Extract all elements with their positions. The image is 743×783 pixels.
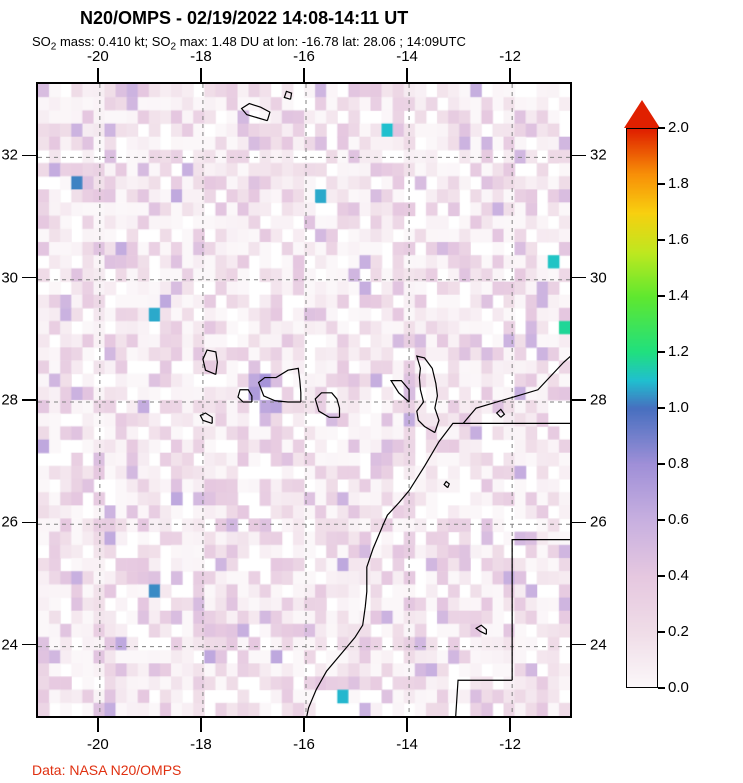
axis-tick xyxy=(22,522,36,524)
axis-tick xyxy=(97,68,99,82)
colorbar-tick xyxy=(658,183,665,185)
axis-label: -16 xyxy=(293,48,315,65)
colorbar-label: 0.8 xyxy=(668,455,689,472)
heatmap-canvas xyxy=(38,84,570,716)
colorbar-label: 1.8 xyxy=(668,175,689,192)
axis-label: 28 xyxy=(1,392,18,409)
colorbar-label: 0.0 xyxy=(668,679,689,696)
colorbar-label: 0.6 xyxy=(668,511,689,528)
axis-tick xyxy=(303,718,305,732)
axis-label: -14 xyxy=(396,48,418,65)
axis-label: -20 xyxy=(87,48,109,65)
axis-tick xyxy=(509,718,511,732)
colorbar-tick xyxy=(658,519,665,521)
colorbar-tick xyxy=(658,239,665,241)
colorbar-tick xyxy=(658,127,665,129)
colorbar-label: 1.0 xyxy=(668,399,689,416)
axis-label: -18 xyxy=(190,736,212,753)
axis-tick xyxy=(22,644,36,646)
axis-label: -14 xyxy=(396,736,418,753)
data-credit: Data: NASA N20/OMPS xyxy=(32,762,181,778)
colorbar-tick xyxy=(658,295,665,297)
colorbar-tick xyxy=(658,463,665,465)
axis-tick xyxy=(200,718,202,732)
axis-tick xyxy=(406,718,408,732)
colorbar-label: 1.2 xyxy=(668,343,689,360)
colorbar xyxy=(626,128,658,688)
axis-tick xyxy=(509,68,511,82)
colorbar-max-triangle xyxy=(624,100,660,128)
colorbar-label: 2.0 xyxy=(668,119,689,136)
colorbar-label: 1.4 xyxy=(668,287,689,304)
axis-label: 30 xyxy=(1,269,18,286)
axis-tick xyxy=(572,522,586,524)
axis-label: 24 xyxy=(590,636,607,653)
axis-tick xyxy=(22,399,36,401)
axis-label: 30 xyxy=(590,269,607,286)
axis-label: -12 xyxy=(499,48,521,65)
map-plot-area xyxy=(36,82,572,718)
axis-tick xyxy=(572,277,586,279)
axis-label: 26 xyxy=(590,514,607,531)
axis-label: -16 xyxy=(293,736,315,753)
axis-tick xyxy=(572,155,586,157)
axis-label: -20 xyxy=(87,736,109,753)
axis-label: 28 xyxy=(590,392,607,409)
colorbar-label: 0.4 xyxy=(668,567,689,584)
colorbar-label: 1.6 xyxy=(668,231,689,248)
axis-label: 32 xyxy=(590,147,607,164)
axis-tick xyxy=(572,399,586,401)
colorbar-tick xyxy=(658,407,665,409)
axis-tick xyxy=(303,68,305,82)
axis-label: -12 xyxy=(499,736,521,753)
axis-label: 26 xyxy=(1,514,18,531)
axis-tick xyxy=(22,155,36,157)
colorbar-tick xyxy=(658,575,665,577)
axis-label: 24 xyxy=(1,636,18,653)
colorbar-label: 0.2 xyxy=(668,623,689,640)
axis-tick xyxy=(97,718,99,732)
chart-title: N20/OMPS - 02/19/2022 14:08-14:11 UT xyxy=(80,8,408,29)
colorbar-tick xyxy=(658,687,665,689)
axis-tick xyxy=(406,68,408,82)
colorbar-gradient xyxy=(626,128,658,688)
axis-tick xyxy=(22,277,36,279)
axis-tick xyxy=(572,644,586,646)
axis-label: 32 xyxy=(1,147,18,164)
colorbar-tick xyxy=(658,631,665,633)
axis-label: -18 xyxy=(190,48,212,65)
axis-tick xyxy=(200,68,202,82)
colorbar-tick xyxy=(658,351,665,353)
